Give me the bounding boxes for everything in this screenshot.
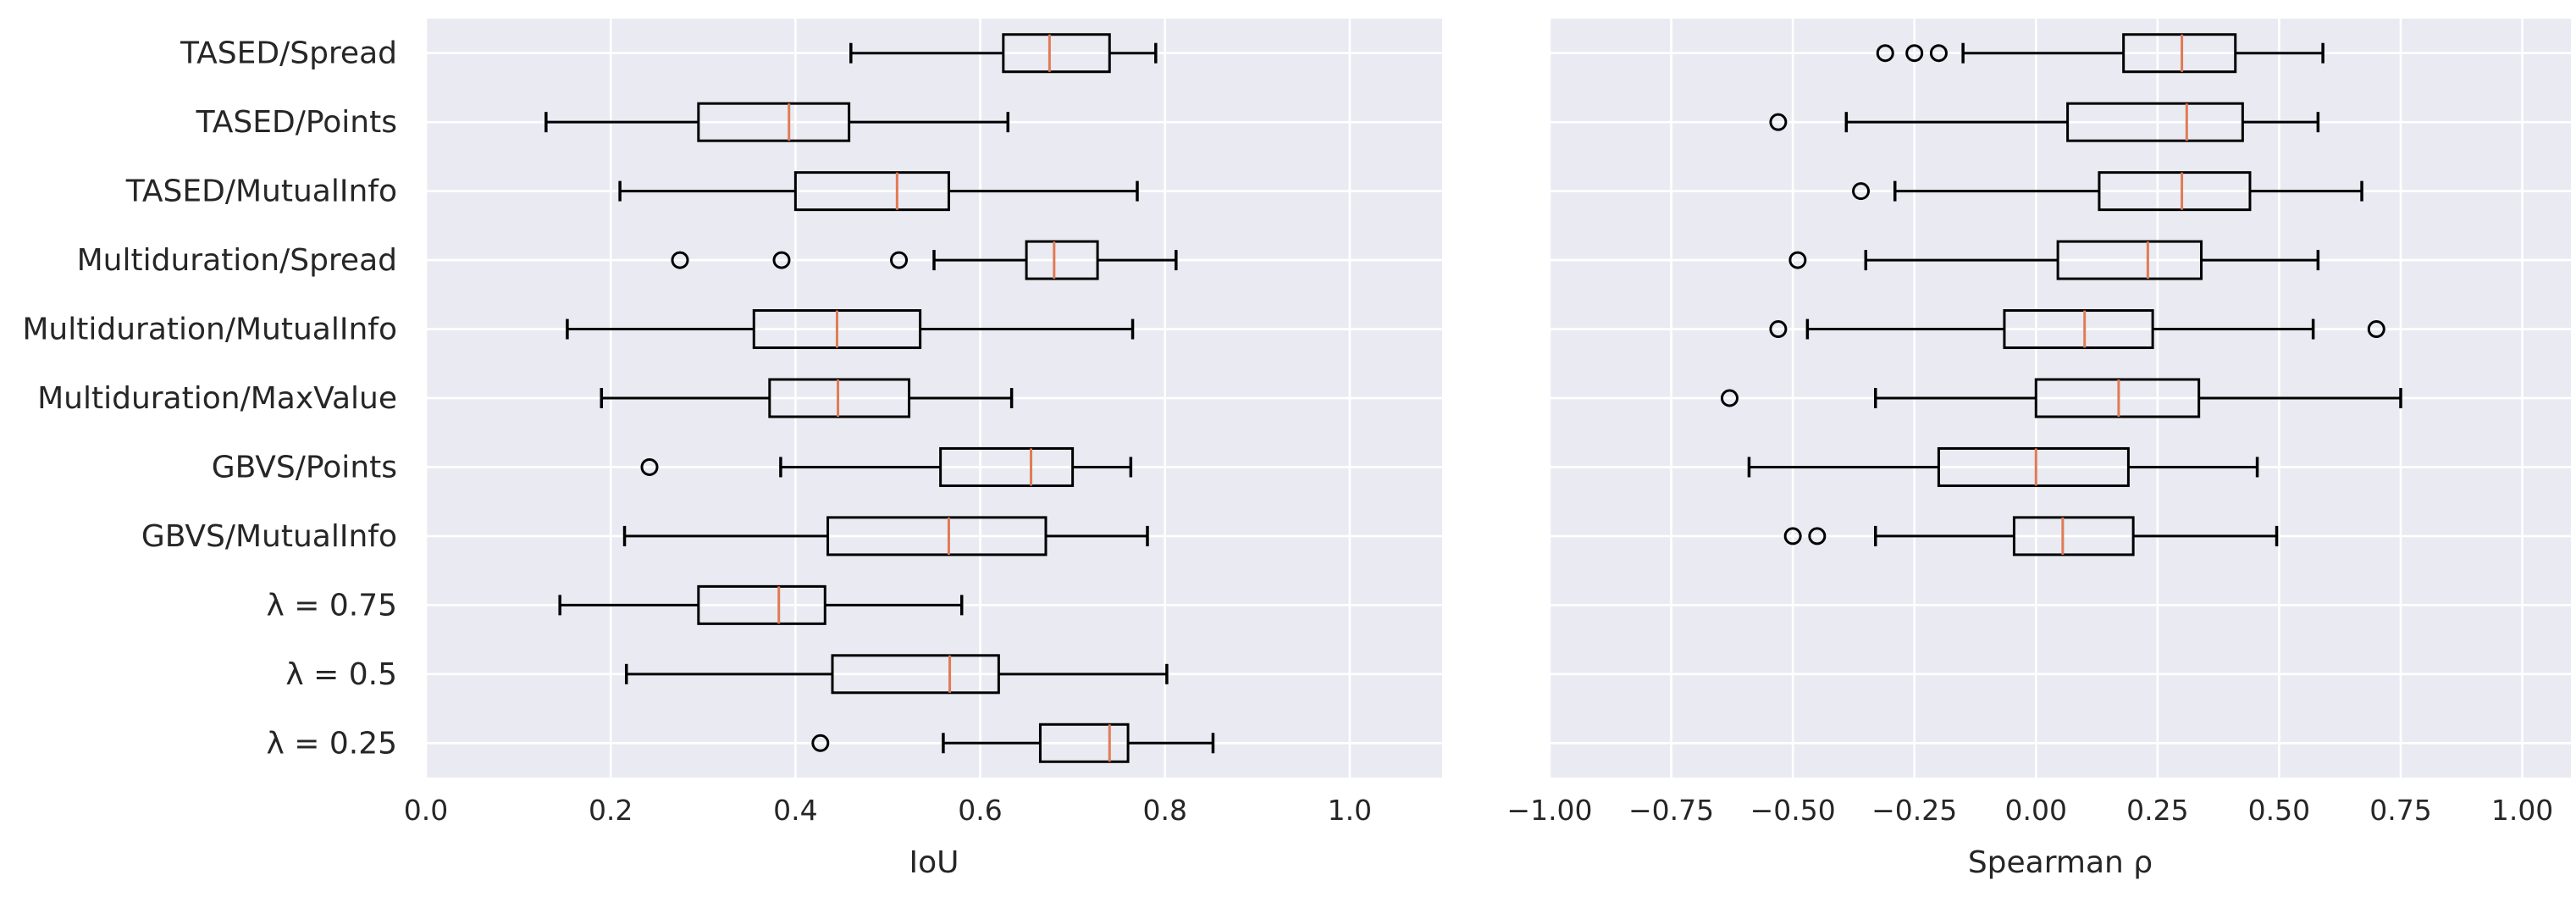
iqr-box <box>2012 516 2135 556</box>
spearman-axis-title: Spearman ρ <box>1968 845 2153 880</box>
iou-box-4 <box>671 240 1178 280</box>
iqr-box <box>2122 33 2237 74</box>
iqr-box <box>2098 171 2252 212</box>
outlier-point <box>1852 182 1871 201</box>
spearman-box-3 <box>1852 171 2363 212</box>
iqr-box <box>697 102 851 142</box>
outlier-point <box>1929 44 1948 63</box>
outlier-point <box>1783 527 1802 545</box>
outlier-point <box>640 457 659 476</box>
category-labels: TASED/Spread TASED/Points TASED/MutualInfo… <box>22 36 397 761</box>
iou-xtick-label: 0.0 <box>404 794 448 827</box>
outlier-point <box>1876 44 1894 63</box>
iou-axis-title: IoU <box>909 845 959 880</box>
iou-xtick-label: 0.2 <box>589 794 633 827</box>
iou-panel: 0.0 0.2 0.4 0.6 0.8 1.0 IoU <box>404 19 1442 880</box>
iqr-box <box>1002 33 1111 74</box>
iou-xtick-label: 0.4 <box>773 794 817 827</box>
iou-box-10 <box>624 654 1169 695</box>
iou-box-7 <box>640 446 1133 487</box>
category-label: TASED/Spread <box>180 36 397 71</box>
spearman-panel: −1.00 −0.75 −0.50 −0.25 0.00 0.25 0.50 0.75 1.00… <box>1506 19 2571 880</box>
category-label: λ = 0.25 <box>266 726 397 761</box>
category-label: GBVS/Points <box>212 450 397 484</box>
iqr-box <box>1025 240 1099 280</box>
category-label: GBVS/MutualInfo <box>141 519 397 554</box>
category-label: λ = 0.75 <box>266 588 397 623</box>
iqr-box <box>1937 446 2130 487</box>
spearman-xtick-label: −0.75 <box>1628 794 1714 827</box>
category-label: Multiduration/MaxValue <box>37 381 397 416</box>
outlier-point <box>1720 389 1739 407</box>
category-label: TASED/MutualInfo <box>125 174 397 209</box>
spearman-xtick-label: 0.75 <box>2369 794 2431 827</box>
outlier-point <box>811 734 830 752</box>
iou-box-2 <box>544 102 1010 142</box>
spearman-box-6 <box>1720 378 2402 418</box>
category-label: λ = 0.5 <box>285 657 397 692</box>
spearman-xtick-label: −0.50 <box>1750 794 1836 827</box>
iou-xtick-label: 0.8 <box>1142 794 1186 827</box>
outlier-point <box>2367 320 2385 339</box>
outlier-point <box>772 251 791 269</box>
spearman-xtick-label: 0.25 <box>2126 794 2188 827</box>
iqr-box <box>826 516 1048 556</box>
category-label: Multiduration/Spread <box>77 243 397 278</box>
category-label: TASED/Points <box>196 105 397 140</box>
spearman-xtick-label: −0.25 <box>1871 794 1957 827</box>
iou-box-8 <box>622 516 1149 556</box>
iou-box-1 <box>849 33 1158 74</box>
iou-box-5 <box>566 309 1135 350</box>
iqr-box <box>831 654 1000 695</box>
iqr-box <box>768 378 911 418</box>
outlier-point <box>1769 320 1788 339</box>
iou-box-3 <box>618 171 1139 212</box>
iqr-box <box>2003 309 2154 350</box>
outlier-point <box>1808 527 1827 545</box>
spearman-box-1 <box>1876 33 2324 74</box>
iou-box-11 <box>811 723 1215 763</box>
spearman-xtick-label: 1.00 <box>2491 794 2553 827</box>
spearman-box-2 <box>1769 102 2320 142</box>
outlier-point <box>1769 113 1788 131</box>
outlier-point <box>1905 44 1924 63</box>
iou-box-6 <box>600 378 1014 418</box>
spearman-xtick-label: 0.00 <box>2005 794 2067 827</box>
iqr-box <box>2056 240 2203 280</box>
iou-xtick-label: 1.0 <box>1328 794 1372 827</box>
outlier-point <box>1788 251 1807 269</box>
category-label: Multiduration/MutualInfo <box>22 313 397 347</box>
spearman-box-5 <box>1769 309 2385 350</box>
iqr-box <box>1038 723 1130 763</box>
iqr-box <box>793 171 950 212</box>
outlier-point <box>890 251 909 269</box>
spearman-box-8 <box>1783 516 2279 556</box>
iqr-box <box>939 446 1075 487</box>
iou-box-9 <box>558 584 964 625</box>
spearman-box-4 <box>1788 240 2320 280</box>
iqr-box <box>2066 102 2244 142</box>
spearman-xtick-label: 0.50 <box>2248 794 2310 827</box>
spearman-xtick-label: −1.00 <box>1506 794 1592 827</box>
iou-xtick-label: 0.6 <box>958 794 1002 827</box>
spearman-box-7 <box>1747 446 2259 487</box>
outlier-point <box>671 251 689 269</box>
iqr-box <box>697 584 826 625</box>
